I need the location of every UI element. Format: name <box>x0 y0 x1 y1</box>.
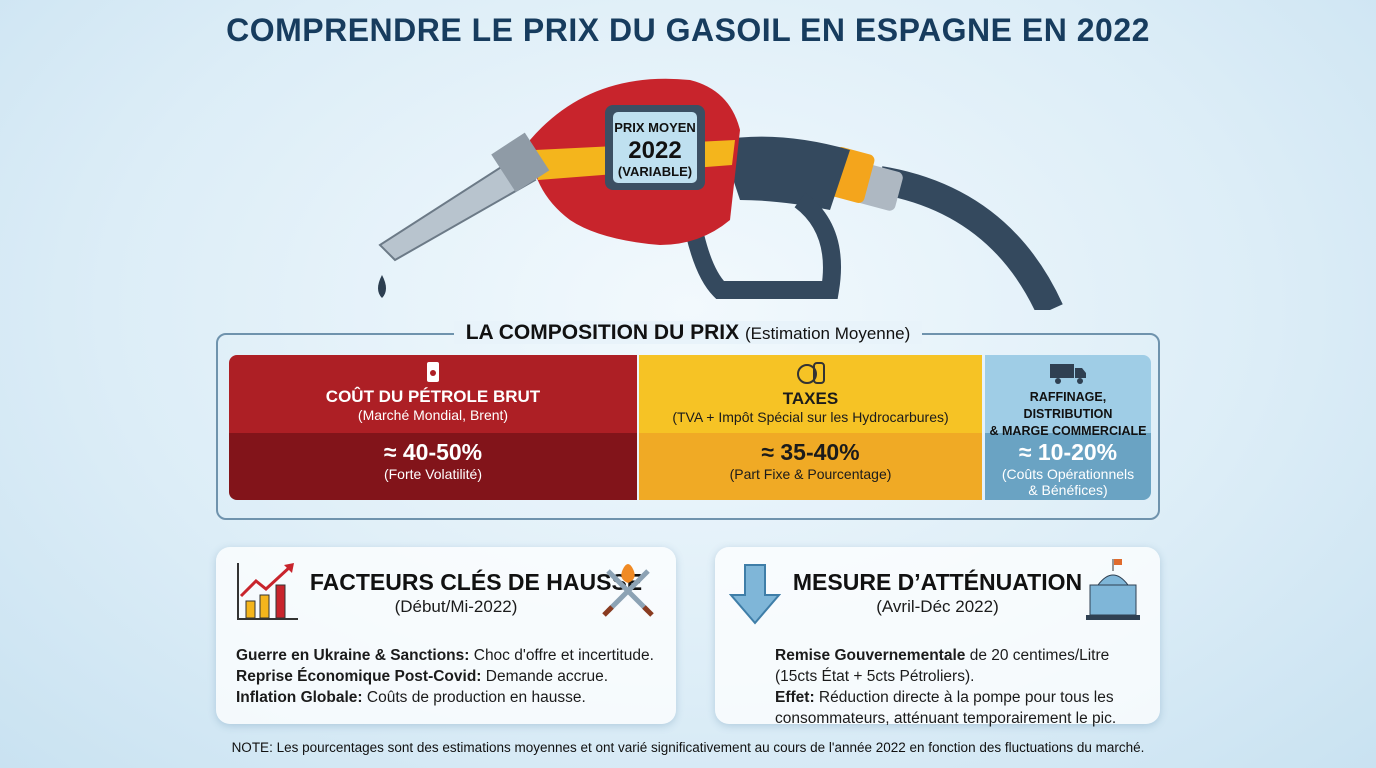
factors-list: Guerre en Ukraine & Sanctions: Choc d'of… <box>236 645 654 708</box>
pump-label-year: 2022 <box>628 137 681 164</box>
segment-title: COÛT DU PÉTROLE BRUT <box>325 387 541 406</box>
segment-note-line2: & Bénéfices) <box>1028 482 1108 498</box>
mitigation-card: MESURE D’ATTÉNUATION (Avril-Déc 2022) Re… <box>715 547 1160 727</box>
segment-title-line2: & MARGE COMMERCIALE <box>989 424 1147 438</box>
segment-note: (Part Fixe & Pourcentage) <box>729 466 892 482</box>
factors-subtitle: (Début/Mi-2022) <box>394 597 518 616</box>
factor-item: Reprise Économique Post-Covid: Demande a… <box>236 668 609 685</box>
rising-chart-icon <box>237 563 298 620</box>
composition-title: LA COMPOSITION DU PRIX <box>465 321 740 344</box>
segment-refining-distribution: RAFFINAGE, DISTRIBUTION & MARGE COMMERCI… <box>985 355 1151 500</box>
footnote: NOTE: Les pourcentages sont des estimati… <box>231 740 1145 755</box>
pump-label-line3: (VARIABLE) <box>618 164 692 179</box>
segment-desc: (TVA + Impôt Spécial sur les Hydrocarbur… <box>672 409 949 425</box>
price-composition-panel: LA COMPOSITION DU PRIX (Estimation Moyen… <box>216 321 1160 520</box>
crossed-swords-icon <box>602 564 654 617</box>
mitigation-title: MESURE D’ATTÉNUATION <box>792 569 1083 595</box>
government-building-icon <box>1086 559 1140 620</box>
pump-label-line1: PRIX MOYEN <box>614 120 696 135</box>
segment-percentage: ≈ 40-50% <box>383 439 483 465</box>
segment-crude-oil: COÛT DU PÉTROLE BRUT (Marché Mondial, Br… <box>229 355 637 500</box>
down-arrow-icon <box>729 564 781 625</box>
composition-subtitle: (Estimation Moyenne) <box>744 324 911 343</box>
mitigation-text: Remise Gouvernementale de 20 centimes/Li… <box>775 647 1117 727</box>
factor-item: Guerre en Ukraine & Sanctions: Choc d'of… <box>236 647 654 664</box>
coins-icon <box>796 362 825 384</box>
factor-item: Inflation Globale: Coûts de production e… <box>236 689 586 706</box>
segment-title: RAFFINAGE, DISTRIBUTION <box>1023 390 1113 421</box>
segment-percentage: ≈ 35-40% <box>761 439 860 465</box>
page-title: COMPRENDRE LE PRIX DU GASOIL EN ESPAGNE … <box>226 12 1150 48</box>
segment-title: TAXES <box>782 389 839 408</box>
oil-barrel-icon <box>427 362 439 382</box>
segment-note: (Forte Volatilité) <box>383 466 483 482</box>
segment-note: (Coûts Opérationnels <box>1001 466 1135 482</box>
key-factors-card: FACTEURS CLÉS DE HAUSSE (Début/Mi-2022) … <box>216 547 676 724</box>
segment-taxes: TAXES (TVA + Impôt Spécial sur les Hydro… <box>639 355 982 500</box>
segment-percentage: ≈ 10-20% <box>1018 439 1118 465</box>
truck-icon <box>1050 364 1086 384</box>
mitigation-subtitle: (Avril-Déc 2022) <box>876 597 999 616</box>
fuel-nozzle-illustration: PRIX MOYEN 2022 (VARIABLE) <box>378 78 1063 310</box>
segment-desc: (Marché Mondial, Brent) <box>357 407 509 423</box>
factors-title: FACTEURS CLÉS DE HAUSSE <box>309 569 643 595</box>
